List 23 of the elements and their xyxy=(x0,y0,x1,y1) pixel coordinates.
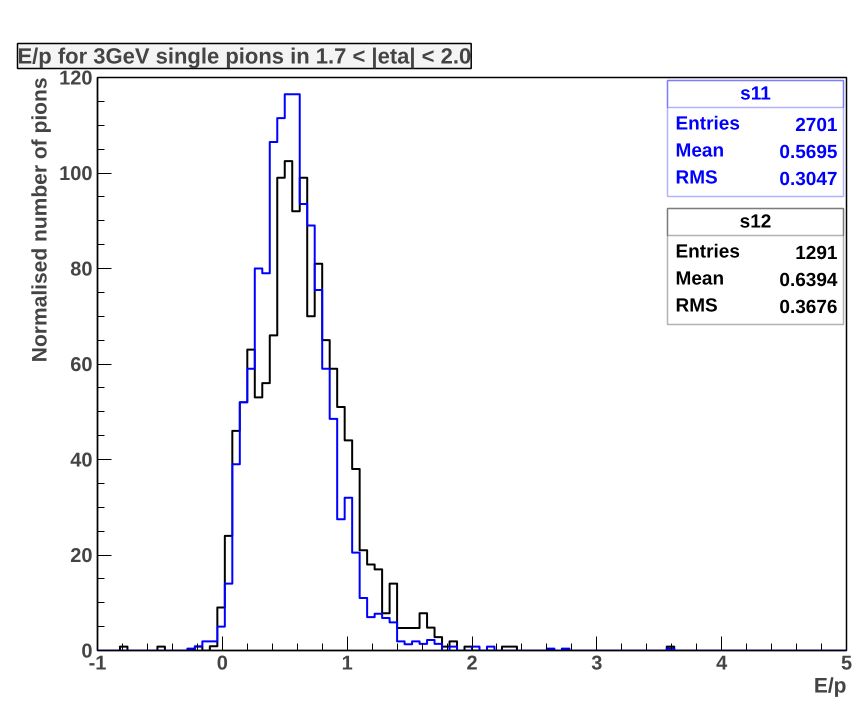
y-tick-label: 20 xyxy=(70,545,93,567)
y-tick-label: 120 xyxy=(59,68,93,90)
x-axis-title: E/p xyxy=(814,674,847,698)
x-tick-label: 2 xyxy=(466,652,478,674)
text: Mean 0.5695 xyxy=(676,140,838,163)
x-tick-label: 5 xyxy=(840,652,852,674)
text: s12 xyxy=(740,212,772,232)
chart-title: E/p for 3GeV single pions in 1.7 < |eta| < 2.0 xyxy=(18,44,472,68)
y-tick-label: 80 xyxy=(70,258,93,280)
text: Entries 2701 xyxy=(676,114,838,136)
y-tick-label: 60 xyxy=(70,354,93,376)
x-tick-label: 4 xyxy=(716,652,728,674)
text: Mean 0.6394 xyxy=(676,268,838,291)
text: RMS 0.3676 xyxy=(676,296,838,318)
y-tick-label: 100 xyxy=(59,163,93,185)
text: s11 xyxy=(740,84,772,104)
x-tick-label: 3 xyxy=(591,652,602,674)
x-tick-label: 0 xyxy=(216,652,228,674)
y-axis-title: Normalised number of pions xyxy=(28,77,52,362)
text: Entries 1291 xyxy=(676,242,838,264)
y-tick-label: 40 xyxy=(70,450,93,472)
text: RMS 0.3047 xyxy=(676,168,838,190)
x-tick-label: 1 xyxy=(342,652,353,674)
